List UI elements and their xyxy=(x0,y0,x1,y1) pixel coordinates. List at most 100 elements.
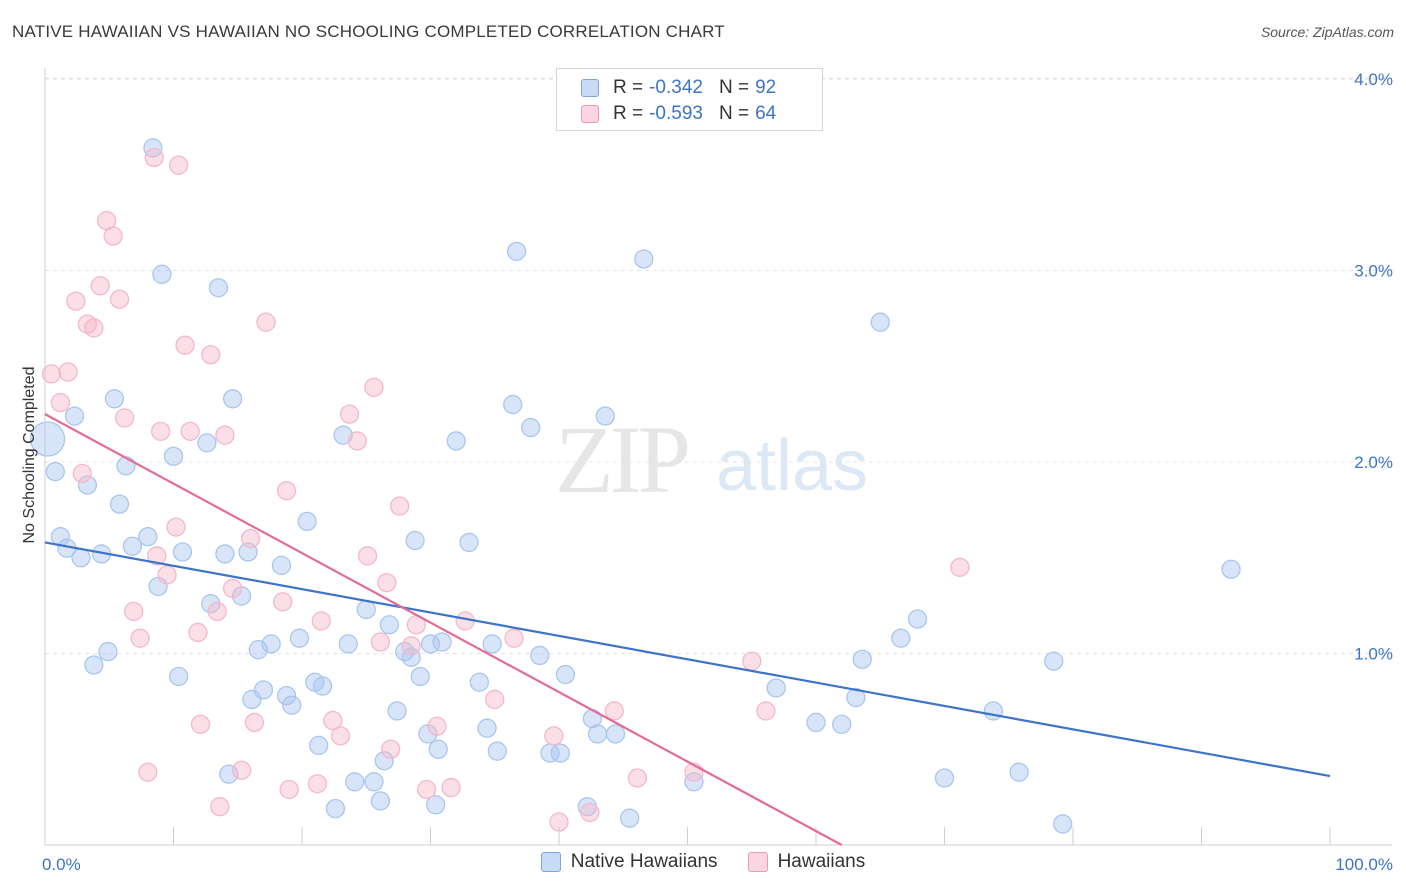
data-point-native-hawaiians xyxy=(197,433,217,453)
data-point-hawaiians xyxy=(580,802,600,823)
data-point-native-hawaiians xyxy=(1221,559,1241,579)
chart-source: Source: ZipAtlas.com xyxy=(1260,24,1394,40)
data-point-native-hawaiians xyxy=(482,634,502,654)
data-point-native-hawaiians xyxy=(84,655,104,675)
data-point-hawaiians xyxy=(90,276,110,296)
data-point-native-hawaiians xyxy=(1044,651,1064,671)
data-point-native-hawaiians xyxy=(297,511,317,532)
data-point-native-hawaiians xyxy=(387,701,407,721)
data-point-native-hawaiians xyxy=(379,615,400,635)
data-point-hawaiians xyxy=(544,726,564,746)
data-point-native-hawaiians xyxy=(477,718,497,738)
data-point-native-hawaiians xyxy=(832,714,852,735)
data-point-hawaiians xyxy=(138,762,158,782)
data-point-hawaiians xyxy=(147,546,167,566)
legend-n-value: 92 xyxy=(755,77,777,98)
data-point-native-hawaiians xyxy=(122,536,143,556)
grid-lines xyxy=(45,77,1392,654)
data-point-hawaiians xyxy=(180,421,200,442)
data-point-native-hawaiians xyxy=(104,389,125,409)
series-native-hawaiians xyxy=(29,138,1241,834)
data-point-native-hawaiians xyxy=(487,741,507,761)
data-point-hawaiians xyxy=(150,421,171,442)
data-point-native-hawaiians xyxy=(459,532,479,553)
data-point-native-hawaiians xyxy=(469,672,489,692)
data-point-native-hawaiians xyxy=(289,628,310,648)
data-point-native-hawaiians xyxy=(891,628,911,648)
legend-label: Hawaiians xyxy=(777,851,866,872)
data-point-hawaiians xyxy=(742,651,762,671)
y-tick-label: 1.0% xyxy=(1354,645,1393,664)
data-point-hawaiians xyxy=(201,345,221,365)
data-point-native-hawaiians xyxy=(282,695,302,715)
data-point-hawaiians xyxy=(190,714,211,735)
data-point-native-hawaiians xyxy=(71,548,91,568)
data-point-native-hawaiians xyxy=(620,808,640,828)
data-point-hawaiians xyxy=(307,774,328,794)
y-tick-label: 3.0% xyxy=(1354,262,1393,281)
data-point-hawaiians xyxy=(144,147,164,168)
data-point-hawaiians xyxy=(50,392,71,413)
data-point-hawaiians xyxy=(188,622,208,643)
legend-r-label: R = xyxy=(613,103,644,124)
data-point-hawaiians xyxy=(222,578,243,599)
series-hawaiians xyxy=(41,147,970,832)
data-point-native-hawaiians xyxy=(276,685,297,706)
data-point-native-hawaiians xyxy=(45,461,65,482)
data-point-hawaiians xyxy=(207,601,227,622)
stats-legend: R = -0.342 N = 92 R = -0.593 N = 64 xyxy=(556,68,823,131)
data-point-hawaiians xyxy=(244,712,265,733)
axes xyxy=(44,68,1392,846)
data-point-hawaiians xyxy=(485,689,505,710)
data-point-native-hawaiians xyxy=(587,724,608,744)
data-point-native-hawaiians xyxy=(1009,762,1029,782)
data-point-native-hawaiians xyxy=(201,594,221,614)
y-tick-label: 2.0% xyxy=(1354,453,1393,472)
data-point-hawaiians xyxy=(175,335,195,355)
data-point-native-hawaiians xyxy=(29,421,66,457)
data-point-native-hawaiians xyxy=(634,249,654,269)
data-point-native-hawaiians xyxy=(506,241,527,262)
data-point-hawaiians xyxy=(311,611,331,631)
data-point-native-hawaiians xyxy=(870,312,890,332)
data-point-native-hawaiians xyxy=(420,634,441,654)
data-point-hawaiians xyxy=(166,517,186,537)
data-point-hawaiians xyxy=(256,312,276,332)
trend-line-hawaiians xyxy=(44,413,843,846)
legend-swatch-blue xyxy=(540,852,561,872)
y-axis-label: No Schooling Completed xyxy=(21,367,38,544)
data-point-hawaiians xyxy=(231,760,252,780)
data-point-native-hawaiians xyxy=(168,666,189,687)
trend-line-native-hawaiians xyxy=(44,541,1331,778)
data-point-hawaiians xyxy=(549,812,569,832)
data-point-hawaiians xyxy=(364,377,384,397)
data-point-native-hawaiians xyxy=(208,278,229,298)
data-point-hawaiians xyxy=(273,592,293,612)
legend-n-value: 64 xyxy=(755,103,777,124)
data-point-hawaiians xyxy=(370,632,391,652)
data-point-native-hawaiians xyxy=(345,772,365,792)
tick-labels: 1.0% 2.0% 3.0% 4.0% 0.0% 100.0% xyxy=(42,70,1393,874)
data-point-hawaiians xyxy=(130,628,150,648)
data-point-hawaiians xyxy=(276,481,297,501)
legend-label: Native Hawaiians xyxy=(570,851,718,872)
data-point-native-hawaiians xyxy=(163,446,184,466)
data-point-native-hawaiians xyxy=(595,406,615,426)
data-point-native-hawaiians xyxy=(338,634,358,654)
data-point-hawaiians xyxy=(210,797,230,817)
data-point-native-hawaiians xyxy=(846,687,866,708)
data-point-native-hawaiians xyxy=(934,768,955,788)
data-point-hawaiians xyxy=(41,364,62,384)
data-point-native-hawaiians xyxy=(425,795,446,815)
data-point-native-hawaiians xyxy=(309,735,329,756)
data-point-hawaiians xyxy=(168,155,189,175)
watermark-zip: ZIP xyxy=(555,406,688,513)
data-point-hawaiians xyxy=(84,318,104,338)
data-point-native-hawaiians xyxy=(109,494,130,514)
x-tick-label: 100.0% xyxy=(1335,855,1393,874)
data-point-native-hawaiians xyxy=(446,431,466,451)
data-point-native-hawaiians xyxy=(983,701,1003,721)
data-point-hawaiians xyxy=(401,636,421,656)
data-point-hawaiians xyxy=(604,701,624,721)
trend-lines xyxy=(44,413,1331,846)
